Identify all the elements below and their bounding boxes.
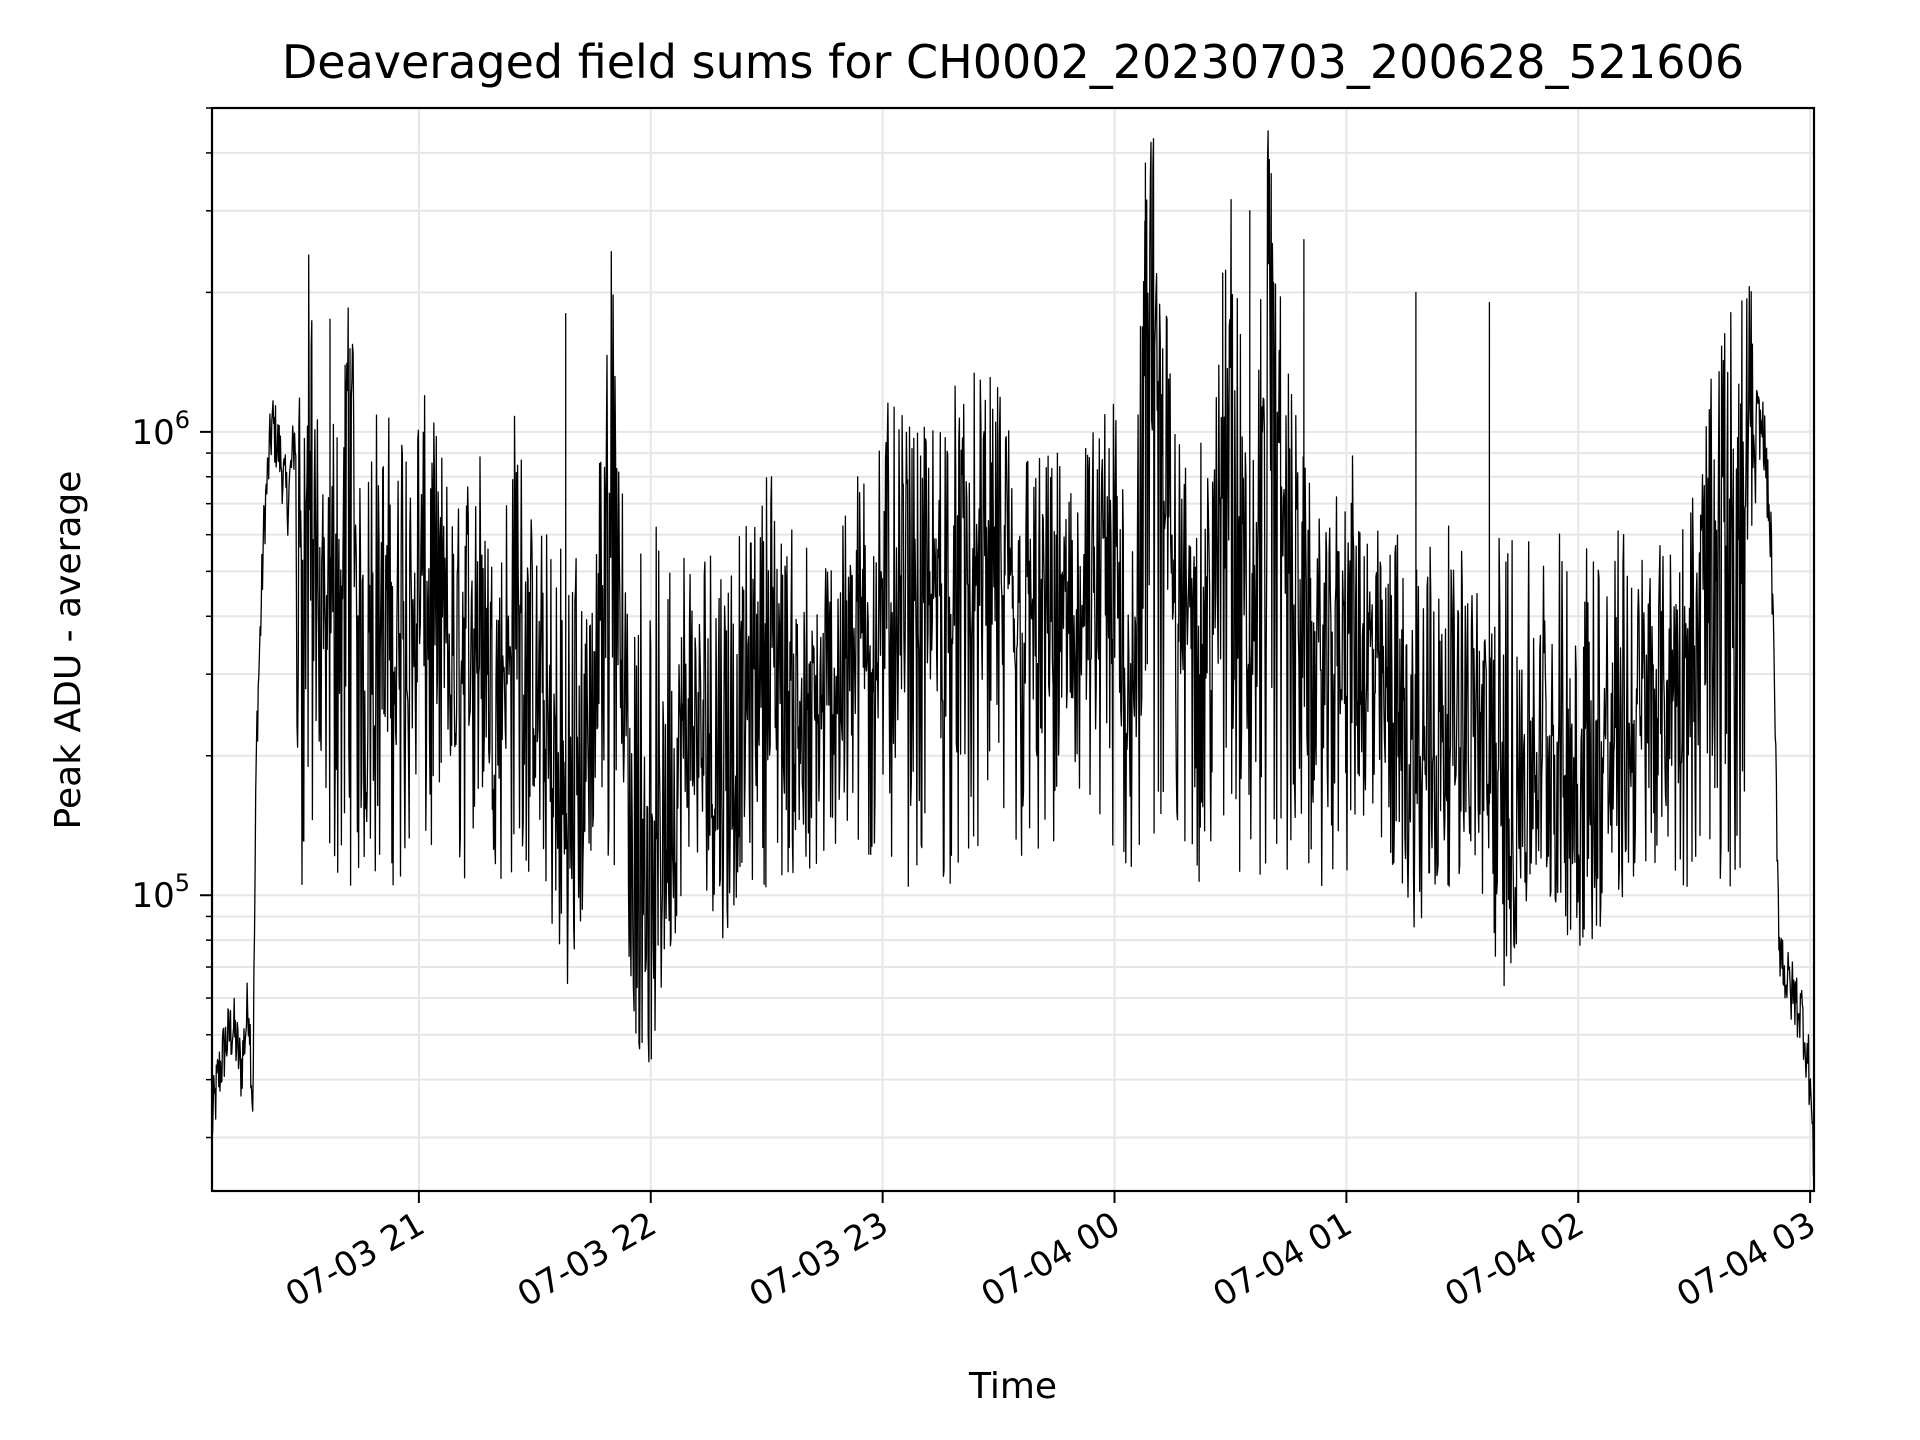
x-axis-label: Time [968, 1366, 1057, 1407]
chart-title: Deaveraged field sums for CH0002_2023070… [282, 35, 1744, 89]
y-tick-exponent: 5 [175, 869, 190, 897]
plot-frame [210, 106, 1816, 1193]
y-tick-base: 10 [131, 876, 174, 916]
y-tick-exponent: 6 [175, 406, 190, 434]
series-line [211, 130, 1815, 1177]
grid [212, 107, 1814, 1191]
series-area [211, 130, 1815, 1177]
y-tick-label: 106 [131, 406, 190, 453]
y-tick-label: 105 [131, 869, 190, 916]
y-axis-label: Peak ADU - average [48, 471, 89, 830]
y-tick-base: 10 [131, 413, 174, 453]
